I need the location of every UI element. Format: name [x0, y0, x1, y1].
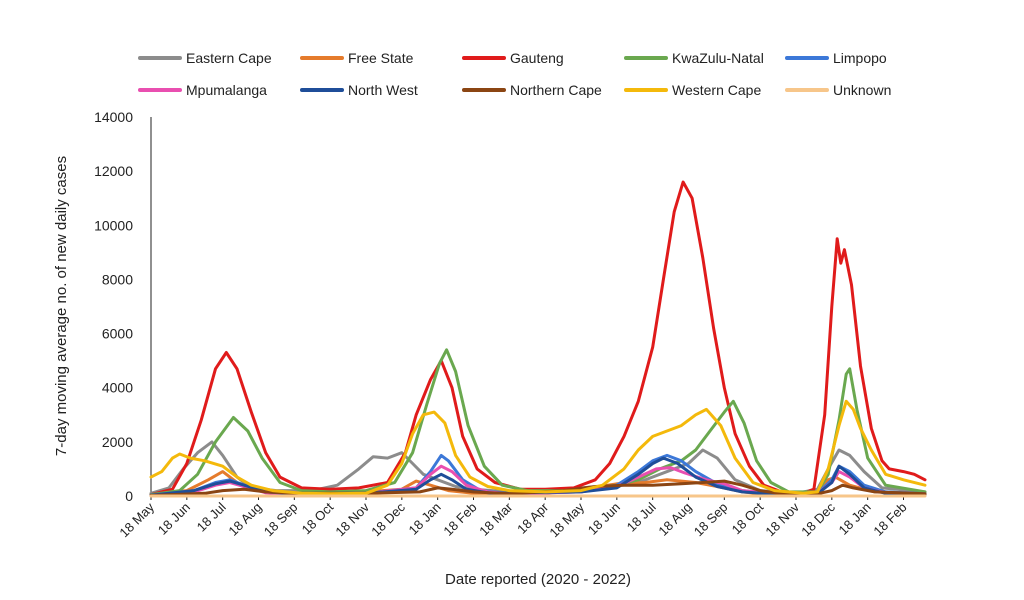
- legend-label: Northern Cape: [510, 82, 602, 98]
- legend-label: Eastern Cape: [186, 50, 272, 66]
- x-tick-label: 18 Sep: [691, 500, 731, 540]
- x-tick-label: 18 Jul: [194, 499, 229, 534]
- y-tick-label: 14000: [94, 109, 133, 125]
- series-line-western-cape: [149, 399, 927, 496]
- x-tick-label: 18 Sep: [261, 500, 301, 540]
- x-tick-label: 18 Dec: [368, 499, 408, 539]
- legend-item: Unknown: [785, 82, 891, 98]
- x-tick-label: 18 Aug: [225, 500, 264, 539]
- x-tick-label: 18 Dec: [798, 499, 838, 539]
- y-tick-label: 12000: [94, 163, 133, 179]
- x-tick-label: 18 Oct: [299, 499, 337, 537]
- legend-item: Northern Cape: [462, 82, 602, 98]
- y-tick-label: 8000: [102, 271, 133, 287]
- legend-label: Limpopo: [833, 50, 887, 66]
- x-tick-label: 18 Jan: [406, 500, 444, 538]
- y-tick-label: 6000: [102, 326, 133, 342]
- series-line-eastern-cape: [149, 440, 927, 495]
- x-tick-label: 18 Mar: [476, 499, 516, 539]
- y-tick-label: 4000: [102, 380, 133, 396]
- x-tick-label: 18 Nov: [762, 499, 802, 539]
- legend-item: Eastern Cape: [138, 50, 272, 66]
- x-tick-label: 18 Nov: [332, 499, 372, 539]
- x-tick-label: 18 May: [546, 499, 587, 540]
- x-tick-label: 18 May: [116, 499, 157, 540]
- legend-label: Gauteng: [510, 50, 564, 66]
- legend-item: North West: [300, 82, 418, 98]
- legend-label: KwaZulu-Natal: [672, 50, 764, 66]
- legend-label: Western Cape: [672, 82, 761, 98]
- y-tick-label: 10000: [94, 217, 133, 233]
- legend-item: KwaZulu-Natal: [624, 50, 764, 66]
- y-axis-label: 7-day moving average no. of new daily ca…: [53, 156, 70, 456]
- legend-item: Limpopo: [785, 50, 887, 66]
- legend-item: Mpumalanga: [138, 82, 267, 98]
- legend-item: Gauteng: [462, 50, 564, 66]
- y-tick-label: 0: [125, 488, 133, 504]
- legend-label: Unknown: [833, 82, 891, 98]
- x-tick-label: 18 Apr: [514, 499, 552, 537]
- x-tick-label: 18 Jan: [836, 500, 874, 538]
- x-tick-label: 18 Jul: [624, 499, 659, 534]
- legend-label: Free State: [348, 50, 414, 66]
- chart-legend: Eastern Cape Free State Gauteng KwaZulu-Nat…: [138, 50, 891, 98]
- plot-area: [149, 180, 927, 498]
- series-line-kwazulu-natal: [149, 348, 927, 497]
- x-tick-label: 18 Feb: [870, 500, 909, 539]
- y-tick-label: 2000: [102, 434, 133, 450]
- legend-item: Western Cape: [624, 82, 761, 98]
- y-axis: 0 2000 4000 6000 8000 10000 12000 14000: [94, 109, 152, 504]
- legend-item: Free State: [300, 50, 414, 66]
- x-tick-label: 18 Aug: [655, 500, 694, 539]
- legend-label: Mpumalanga: [186, 82, 267, 98]
- x-tick-label: 18 Jun: [155, 500, 193, 538]
- legend-label: North West: [348, 82, 418, 98]
- series-line-gauteng: [149, 180, 927, 497]
- x-tick-label: 18 Jun: [585, 500, 623, 538]
- x-axis-label: Date reported (2020 - 2022): [445, 571, 631, 588]
- x-tick-label: 18 Feb: [440, 500, 479, 539]
- x-tick-label: 18 Oct: [729, 499, 767, 537]
